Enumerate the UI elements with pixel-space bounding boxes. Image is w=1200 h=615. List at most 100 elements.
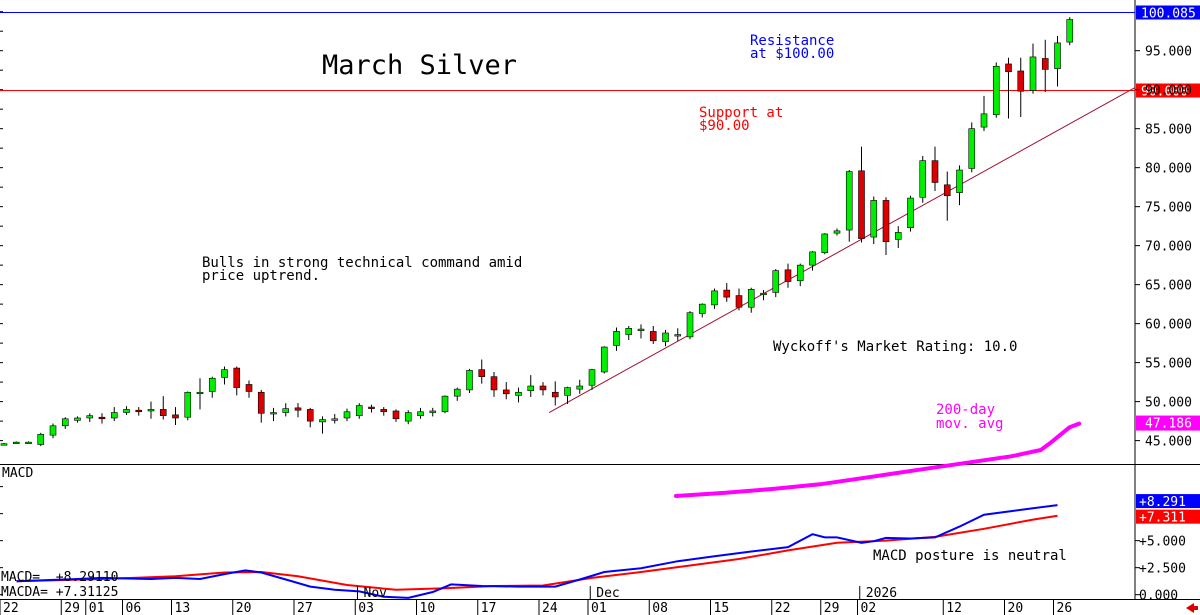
price-tick-label: 90.000 — [1145, 84, 1192, 99]
date-tick-label: 15 — [714, 601, 730, 615]
candle-body — [735, 295, 743, 308]
candle-body — [184, 391, 192, 418]
scroll-right-arrow-icon[interactable] — [1186, 603, 1194, 613]
candle-body — [613, 331, 620, 346]
macd-line — [16, 504, 1058, 599]
bulls-note-line2: price uptrend. — [202, 268, 320, 284]
month-label: Nov — [364, 586, 388, 601]
candle-body — [392, 410, 400, 420]
ma-tag — [1136, 415, 1200, 431]
date-tick-label: 27 — [297, 601, 313, 615]
date-tick-label: 08 — [652, 601, 668, 615]
candle-body — [319, 419, 326, 423]
candle-body — [135, 409, 143, 413]
candle-body — [123, 409, 130, 413]
candle-body — [894, 232, 902, 240]
candle-body — [1041, 58, 1049, 70]
date-tick-label: 24 — [542, 601, 558, 615]
bulls-note-line1: Bulls in strong technical command amid — [202, 255, 522, 271]
candle-body — [404, 412, 412, 422]
uptrend-line — [548, 87, 1136, 413]
scroll-right-arrow-tail — [1193, 606, 1198, 610]
macd-tick-label: +2.500 — [1139, 562, 1186, 577]
candle-body — [196, 391, 204, 395]
candles-layer — [0, 17, 1074, 447]
candle-body — [527, 385, 535, 391]
candle-body — [539, 385, 547, 391]
level-tag-label: 90.000 — [1141, 85, 1188, 100]
candle-body — [355, 405, 363, 416]
candle-body — [74, 417, 81, 421]
date-tick-label: 29 — [824, 601, 840, 615]
candle-body — [331, 418, 339, 421]
candle-body — [772, 270, 780, 293]
date-tick-label: 12 — [946, 601, 962, 615]
market-rating-note: Wyckoff's Market Rating: 10.0 — [773, 339, 1017, 355]
candle-body — [441, 395, 449, 413]
price-tick-label: 75.000 — [1145, 201, 1192, 216]
level-lines-layer: 100.085 90.000 — [0, 5, 1200, 413]
price-tick-label: 85.000 — [1145, 123, 1192, 138]
candle-body — [37, 434, 45, 445]
candle-body — [478, 369, 486, 377]
candle-body — [86, 415, 94, 419]
candle-body — [649, 331, 657, 342]
candle-body — [110, 412, 118, 419]
candle-body — [943, 184, 951, 197]
date-tick-label: 22 — [775, 601, 791, 615]
macd-posture-note: MACD posture is neutral — [873, 548, 1067, 564]
ma-note-line1: 200-day — [936, 402, 995, 418]
candle-body — [576, 385, 584, 390]
price-tick-label: 65.000 — [1145, 279, 1192, 294]
candle-body — [343, 411, 351, 419]
ma-note-line2: mov. avg — [936, 416, 1003, 432]
candle-body — [723, 289, 731, 298]
candle-body — [172, 414, 179, 419]
macd-tag — [1136, 494, 1200, 509]
level-tag — [1136, 5, 1200, 20]
candle-body — [306, 409, 314, 422]
price-tick-label: 50.000 — [1145, 396, 1192, 411]
candle-body — [257, 391, 265, 414]
macd-layer: +8.291+7.311 — [16, 494, 1200, 599]
candle-body — [380, 409, 388, 413]
macd-tick-label: +5.000 — [1139, 535, 1186, 550]
price-tick-label: 80.000 — [1145, 162, 1192, 177]
resistance-note-line1: Resistance — [750, 33, 834, 49]
candle-body — [453, 388, 461, 397]
macd-tag-label: +8.291 — [1139, 495, 1186, 510]
date-tick-label: 10 — [420, 601, 436, 615]
candle-body — [208, 377, 216, 392]
candle-body — [931, 160, 939, 183]
candle-body — [61, 418, 69, 427]
candle-body — [637, 328, 645, 331]
price-tick-label: 55.000 — [1145, 357, 1192, 372]
macd-panel-label: MACD — [2, 466, 33, 481]
candle-body — [600, 346, 608, 373]
date-tick-label: 20 — [236, 601, 252, 615]
candle-body — [49, 425, 57, 436]
candle-body — [711, 290, 718, 306]
candle-body — [294, 407, 302, 411]
candle-body — [760, 292, 767, 296]
axis-layer: 45.000 50.000 55.000 60.000 65.000 70.000 75.0… — [0, 45, 1198, 615]
level-tag-label: 100.085 — [1141, 7, 1196, 22]
candle-body — [0, 443, 8, 446]
candle-body — [1005, 63, 1012, 73]
date-tick-label: 22 — [3, 601, 19, 615]
candle-body — [282, 408, 290, 413]
candle-body — [698, 303, 706, 314]
candle-body — [270, 412, 277, 415]
candle-body — [870, 200, 878, 238]
macd-readout: MACD= +8.29110 — [1, 570, 118, 585]
candle-body — [796, 264, 804, 282]
date-tick-label: 02 — [861, 601, 877, 615]
moving-average-layer: 47.186 — [674, 415, 1200, 498]
candle-body — [490, 376, 498, 391]
candle-body — [147, 409, 155, 412]
candle-body — [245, 384, 253, 392]
candle-body — [233, 367, 241, 388]
date-tick-label: 13 — [175, 601, 191, 615]
candle-body — [662, 332, 669, 342]
